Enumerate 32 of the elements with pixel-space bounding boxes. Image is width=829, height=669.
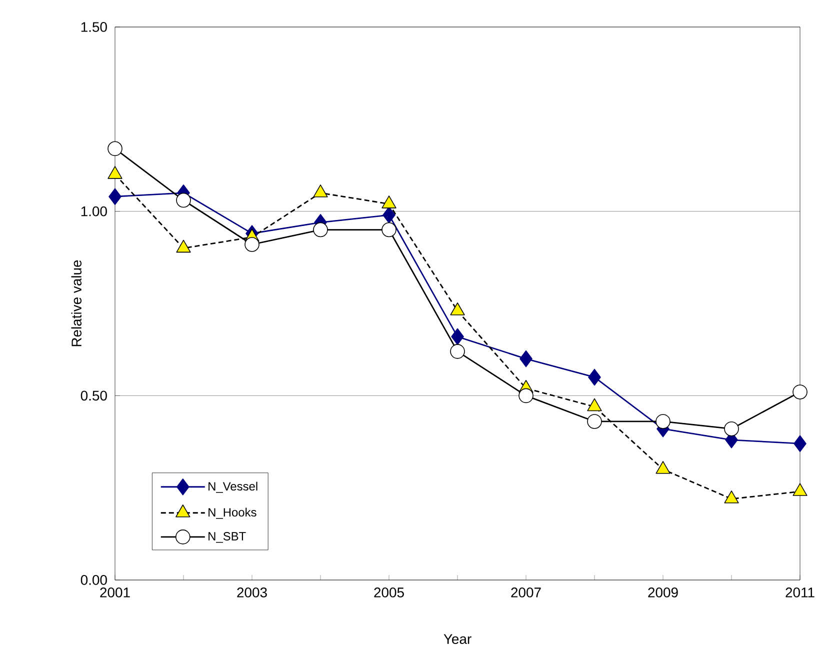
legend-label: N_Hooks: [208, 508, 256, 519]
y-tick-label: 0.50: [80, 390, 107, 401]
point: [792, 384, 808, 400]
point: [588, 368, 601, 386]
point: [520, 350, 532, 368]
point: [450, 344, 465, 359]
point: [313, 222, 328, 238]
point: [108, 141, 122, 156]
y-tick-label: 1.50: [81, 22, 107, 32]
point: [382, 206, 396, 224]
legend-label: N_Vessel: [208, 482, 258, 493]
x-tick-label: 2007: [511, 588, 541, 598]
y-tick-label: 1.00: [81, 206, 107, 216]
point: [108, 188, 122, 205]
point: [451, 328, 464, 346]
x-tick-label: 2001: [100, 588, 130, 598]
legend-label: N_SBT: [208, 532, 246, 543]
x-tick-label: 2009: [648, 588, 678, 598]
point: [794, 435, 806, 452]
point: [587, 414, 602, 429]
point: [656, 414, 670, 429]
x-tick-label: 2003: [237, 588, 267, 598]
point: [382, 222, 396, 238]
x-tick-label: 2011: [786, 588, 814, 598]
point: [244, 237, 260, 252]
point: [518, 388, 534, 404]
point: [724, 421, 739, 436]
x-axis-title: Year: [444, 634, 472, 644]
point: [176, 192, 191, 208]
y-tick-label: 0.00: [80, 575, 107, 585]
x-tick-label: 2005: [374, 588, 404, 598]
y-axis-title: Relative value: [71, 260, 82, 346]
